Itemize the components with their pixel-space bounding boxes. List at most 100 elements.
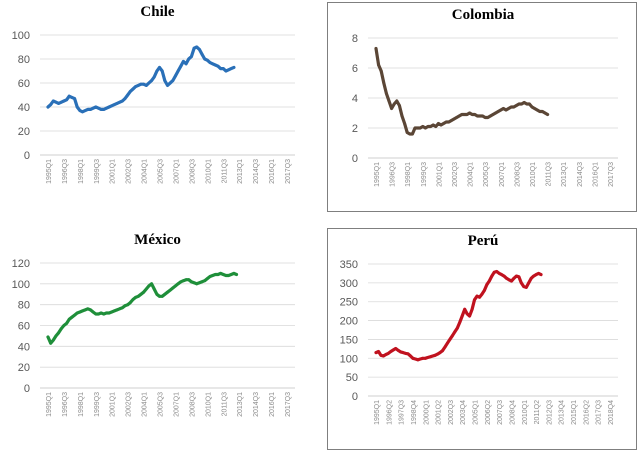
data-point	[463, 113, 466, 116]
data-point	[396, 349, 400, 352]
data-point	[75, 311, 79, 315]
data-point	[520, 102, 523, 106]
chart-panel-chile[interactable]: Chile 0 20 40 60 80 100 1995Q1 1996Q3 1998Q1 1999Q…	[0, 0, 315, 210]
data-point	[398, 104, 401, 107]
chart-panel-peru[interactable]: Perú 0 50 100 150 200 250 300 350 1995Q1 1996Q2 199…	[327, 228, 637, 450]
data-point	[91, 310, 95, 314]
data-point	[229, 67, 233, 70]
x-tick-label: 1999Q3	[421, 162, 428, 187]
x-tick-label: 2011Q3	[221, 159, 228, 183]
data-point	[468, 111, 471, 115]
data-point	[473, 113, 477, 116]
data-point	[519, 281, 523, 285]
data-point	[414, 357, 417, 361]
data-point	[478, 114, 482, 118]
data-point	[198, 48, 201, 51]
data-point	[128, 301, 132, 304]
x-tick-label: 2017Q3	[596, 400, 603, 425]
x-tick-label: 2002Q3	[126, 392, 133, 417]
x-tick-label: 2004Q1	[142, 159, 149, 184]
x-tick-label: 2004Q1	[468, 162, 475, 187]
x-tick-label: 2016Q1	[269, 159, 276, 184]
data-point	[163, 79, 167, 82]
chart-panel-mexico[interactable]: México 0 20 40 60 80 100 120 1995Q1 1996Q3 1998Q1 1…	[0, 228, 315, 443]
x-tick-label: 2010Q1	[205, 392, 212, 417]
data-point	[497, 272, 501, 275]
data-point	[470, 307, 474, 311]
data-point	[184, 62, 188, 66]
x-tick-label: 2001Q1	[110, 159, 117, 184]
data-point	[227, 274, 231, 277]
data-point	[224, 69, 228, 73]
data-point	[391, 348, 395, 352]
data-point	[429, 125, 432, 128]
data-point	[455, 326, 459, 330]
data-point	[537, 272, 540, 275]
data-point	[480, 292, 484, 296]
data-point	[421, 125, 425, 128]
data-point	[155, 292, 159, 296]
data-point	[49, 341, 53, 345]
x-tick-label: 2010Q1	[522, 400, 529, 425]
data-point	[394, 347, 398, 350]
series-line-chile	[46, 45, 236, 114]
data-point	[379, 353, 383, 357]
data-point	[51, 338, 55, 342]
data-point	[208, 275, 212, 278]
data-point	[423, 356, 427, 360]
data-point	[73, 313, 76, 317]
data-point	[374, 47, 378, 50]
data-point	[505, 276, 508, 280]
data-point	[446, 341, 449, 345]
data-point	[400, 114, 404, 118]
x-tick-label: 1998Q1	[405, 162, 412, 187]
x-tick-label: 2007Q1	[173, 159, 180, 184]
data-point	[70, 96, 74, 99]
data-point	[123, 97, 127, 100]
data-point	[54, 334, 58, 338]
data-point	[377, 350, 380, 353]
data-point	[136, 294, 140, 298]
data-point	[546, 113, 549, 116]
data-point	[176, 69, 180, 73]
data-point	[62, 324, 66, 327]
chart-panel-colombia[interactable]: Colombia 0 2 4 6 8 1995Q1 1996Q3 1998Q1 1999Q3 200…	[327, 2, 637, 212]
x-tick-label: 2005Q3	[158, 392, 165, 417]
data-point	[465, 312, 469, 316]
data-point	[409, 354, 412, 358]
data-point	[94, 312, 98, 316]
data-point	[451, 334, 454, 338]
data-point	[216, 64, 220, 68]
data-point	[408, 132, 412, 136]
x-tick-label: 2005Q3	[158, 159, 165, 184]
data-point	[232, 272, 236, 275]
data-point	[387, 99, 391, 103]
data-point	[433, 353, 437, 357]
data-point	[406, 352, 410, 356]
x-tick-label: 2017Q3	[285, 159, 292, 184]
x-tick-label: 2006Q2	[485, 400, 492, 425]
data-point	[216, 273, 220, 276]
data-point	[121, 99, 124, 103]
data-point	[179, 280, 183, 284]
data-point	[512, 105, 516, 109]
data-point	[458, 321, 462, 324]
data-point	[190, 280, 193, 284]
data-point	[538, 110, 542, 113]
y-tick-label: 20	[18, 362, 30, 374]
data-point	[496, 110, 500, 113]
chart-title: Chile	[140, 4, 175, 20]
x-tick-label: 2008Q4	[509, 400, 516, 425]
data-point	[75, 105, 79, 109]
y-tick-label: 300	[340, 278, 358, 290]
data-point	[221, 67, 225, 70]
y-tick-label: 2	[352, 123, 358, 135]
x-tick-label: 2015Q1	[571, 400, 578, 425]
data-point	[131, 298, 135, 301]
data-point	[195, 282, 199, 286]
data-point	[473, 298, 476, 302]
y-tick-label: 0	[24, 383, 30, 395]
data-point	[200, 280, 204, 284]
data-point	[67, 317, 71, 321]
data-point	[444, 120, 448, 124]
